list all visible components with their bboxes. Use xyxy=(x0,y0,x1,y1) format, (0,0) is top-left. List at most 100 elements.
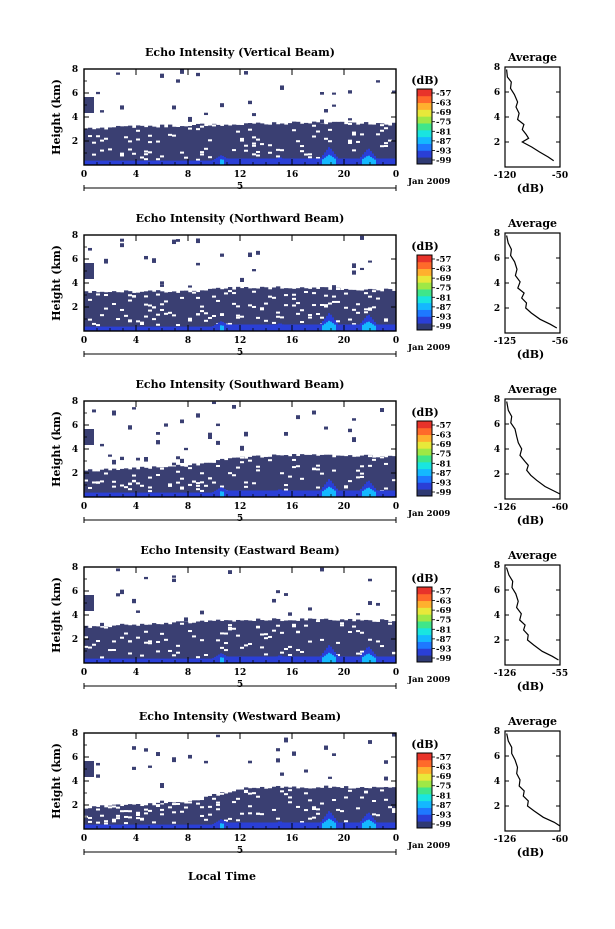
echo-gap xyxy=(264,319,268,322)
echo-gap xyxy=(92,643,96,646)
echo-column xyxy=(276,785,281,829)
echo-gap xyxy=(324,305,328,308)
surface-echo xyxy=(190,492,192,497)
surface-echo xyxy=(234,324,236,331)
colorbar-swatch xyxy=(417,275,432,283)
echo-column xyxy=(392,621,397,663)
echo-speckle xyxy=(220,103,224,108)
echo-column xyxy=(268,289,273,331)
surface-echo xyxy=(382,158,384,165)
echo-gap xyxy=(256,154,260,157)
surface-echo xyxy=(182,824,184,829)
echo-column xyxy=(120,292,125,331)
surface-echo xyxy=(248,656,250,663)
surface-echo xyxy=(284,324,286,331)
colorbar-tick-label: -75 xyxy=(436,284,451,294)
date-label: Jan 2009 xyxy=(407,343,450,353)
surface-echo xyxy=(92,824,94,829)
surface-echo-strong xyxy=(322,491,324,497)
echo-gap xyxy=(288,645,292,648)
echo-gap xyxy=(236,819,240,822)
surface-echo xyxy=(352,158,354,165)
surface-echo xyxy=(296,490,298,497)
echo-gap xyxy=(200,806,204,809)
surface-echo-strong xyxy=(366,654,368,663)
echo-gap xyxy=(268,295,272,298)
surface-echo xyxy=(260,158,262,165)
echo-gap xyxy=(312,124,316,127)
surface-echo xyxy=(102,492,104,497)
echo-column xyxy=(392,456,397,497)
echo-speckle xyxy=(368,740,372,744)
surface-echo xyxy=(228,656,230,663)
echo-column xyxy=(100,291,105,331)
surface-echo xyxy=(192,326,194,331)
echo-gap xyxy=(360,475,364,478)
echo-column xyxy=(108,127,113,165)
echo-column xyxy=(248,288,253,331)
echo-gap xyxy=(236,130,240,133)
echo-gap xyxy=(100,139,104,142)
echo-speckle xyxy=(172,105,176,110)
surface-echo xyxy=(316,656,318,663)
echo-gap xyxy=(260,813,264,816)
echo-gap xyxy=(360,631,364,634)
echo-gap xyxy=(156,293,160,296)
echo-column xyxy=(180,466,185,497)
echo-column xyxy=(168,292,173,331)
surface-echo xyxy=(348,822,350,829)
surface-echo xyxy=(196,658,198,663)
surface-echo xyxy=(224,655,226,663)
echo-gap xyxy=(128,140,132,143)
echo-column xyxy=(124,126,129,165)
echo-column xyxy=(240,288,245,331)
surface-echo xyxy=(284,656,286,663)
echo-speckle xyxy=(320,119,324,123)
echo-speckle xyxy=(136,457,140,461)
surface-echo xyxy=(180,492,182,497)
echo-column xyxy=(204,796,209,829)
surface-echo xyxy=(252,656,254,663)
echo-column xyxy=(300,787,305,829)
x-tick-label: 16 xyxy=(286,170,299,180)
panel-4: Echo Intensity (Eastward Beam)2468Height… xyxy=(50,544,568,693)
echo-column xyxy=(84,291,89,331)
echo-gap xyxy=(84,645,88,648)
y-tick-label: 6 xyxy=(72,421,78,431)
echo-gap xyxy=(364,791,368,794)
echo-gap xyxy=(192,480,196,483)
surface-echo xyxy=(150,326,152,331)
echo-speckle xyxy=(328,776,332,779)
surface-echo xyxy=(170,326,172,331)
echo-column xyxy=(208,795,213,829)
echo-gap xyxy=(220,646,224,649)
echo-gap xyxy=(232,302,236,305)
echo-column xyxy=(208,125,213,165)
colorbar-tick-label: -75 xyxy=(436,782,451,792)
colorbar-swatch xyxy=(417,116,432,124)
echo-speckle xyxy=(144,456,148,462)
colorbar-swatch xyxy=(417,157,432,165)
surface-echo xyxy=(390,822,392,829)
surface-echo xyxy=(294,158,296,165)
surface-echo xyxy=(126,160,128,165)
echo-gap xyxy=(144,812,148,815)
average-x-label: (dB) xyxy=(517,514,544,527)
x-tick-label: 0 xyxy=(393,336,399,346)
surface-echo xyxy=(162,160,164,165)
surface-echo xyxy=(314,656,316,663)
surface-echo xyxy=(262,656,264,663)
echo-gap xyxy=(320,638,324,641)
echo-gap xyxy=(308,314,312,317)
average-x-tick-label: -126 xyxy=(494,503,517,513)
echo-column xyxy=(212,123,217,165)
surface-echo xyxy=(266,656,268,663)
echo-column xyxy=(284,620,289,663)
echo-gap xyxy=(116,806,120,809)
echo-gap xyxy=(248,792,252,795)
echo-column xyxy=(264,456,269,497)
surface-echo-strong xyxy=(322,823,324,829)
surface-echo xyxy=(316,324,318,331)
surface-echo xyxy=(214,324,216,331)
echo-column xyxy=(344,288,349,331)
